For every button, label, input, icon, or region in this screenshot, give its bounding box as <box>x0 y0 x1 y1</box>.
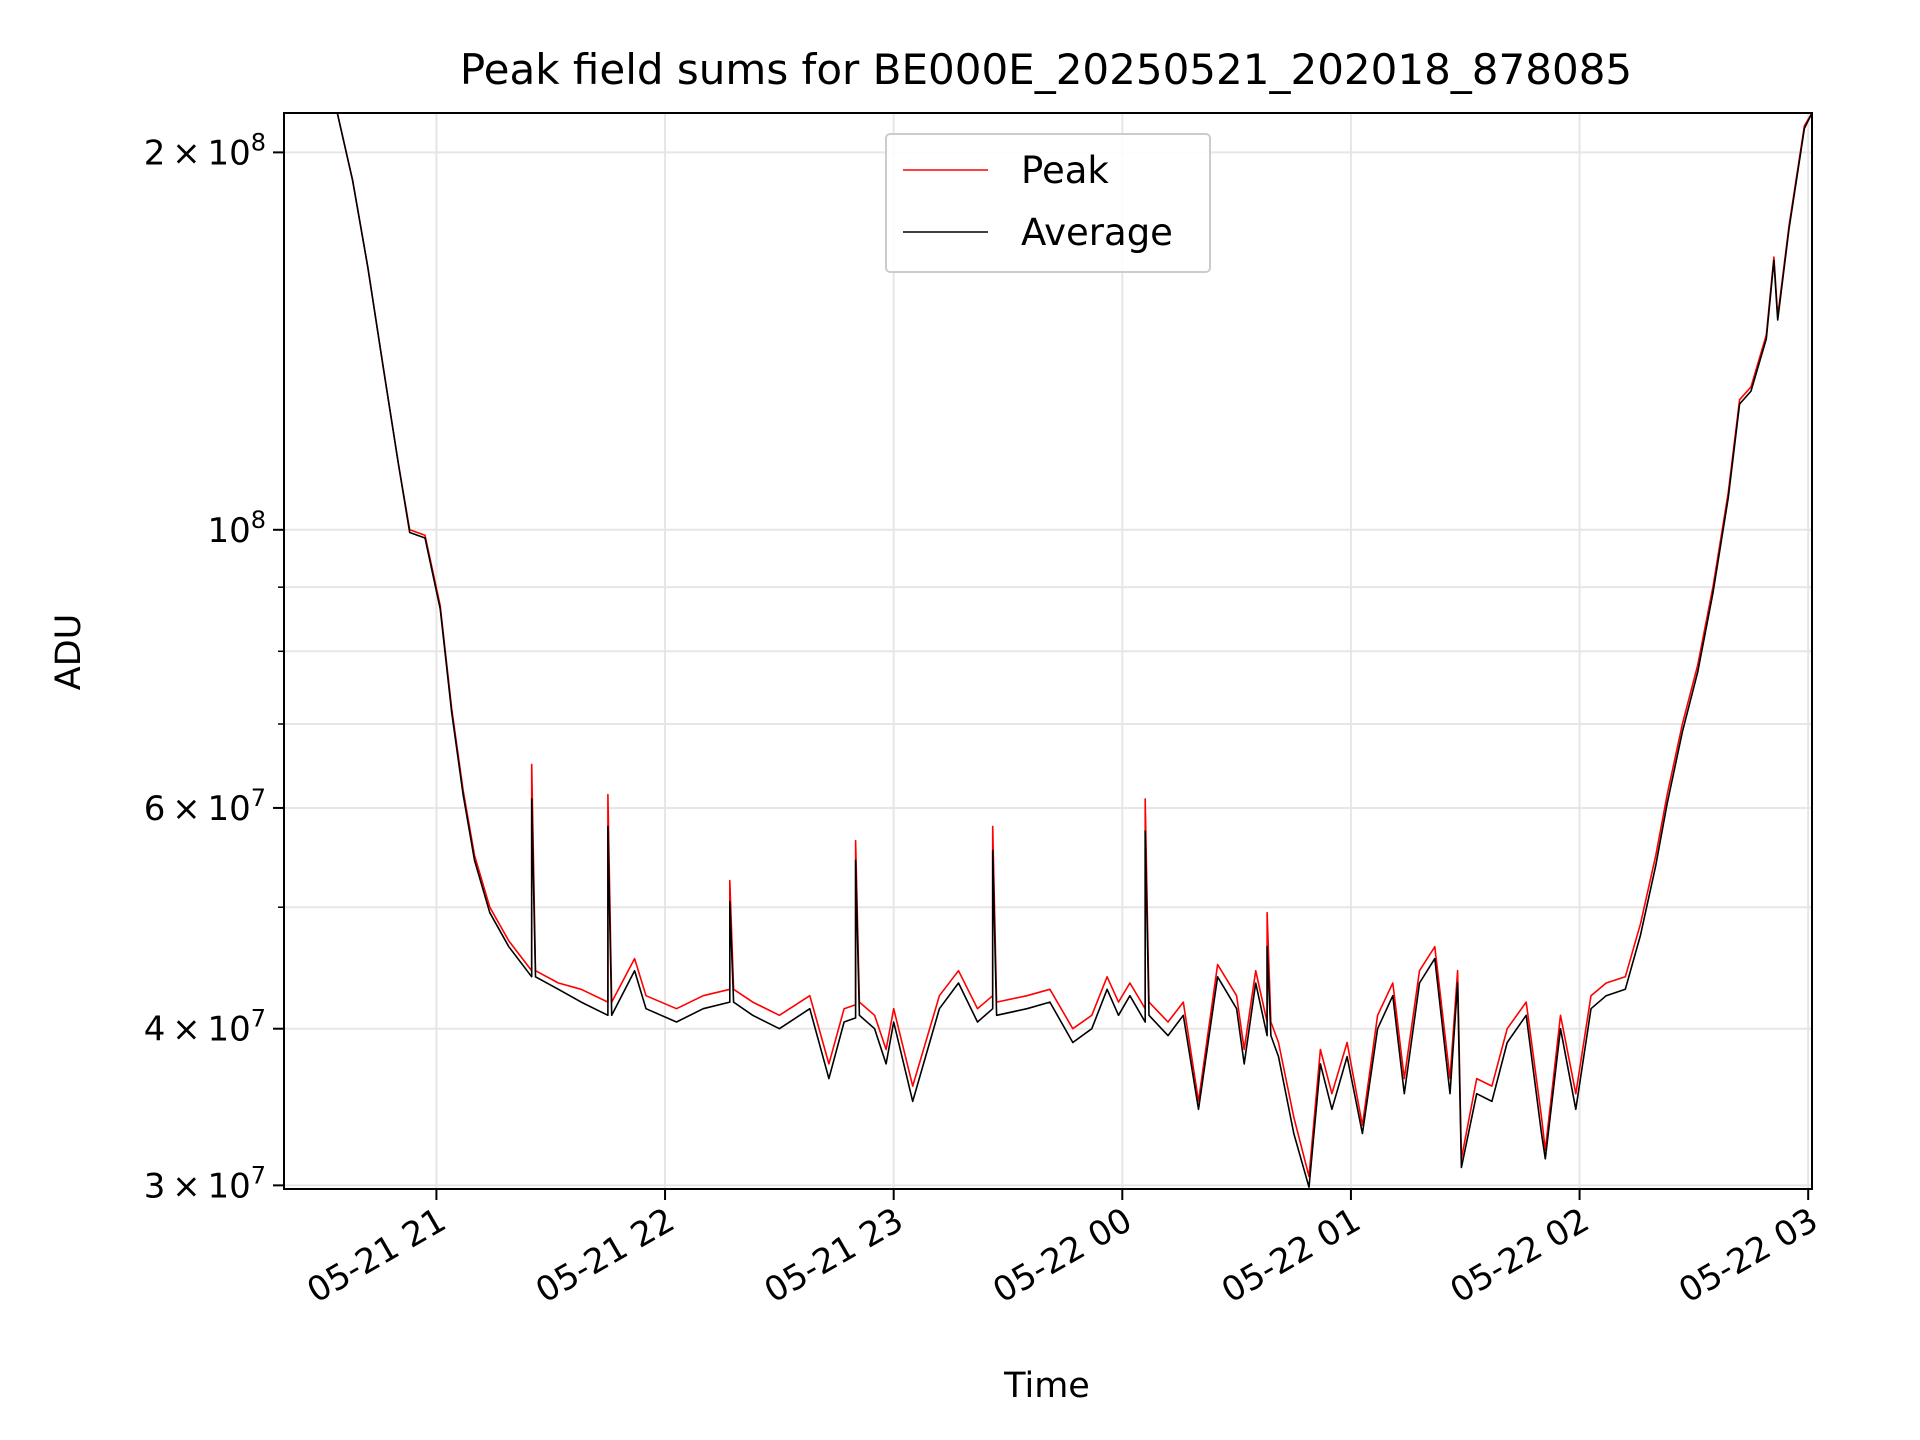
chart-title: Peak field sums for BE000E_20250521_2020… <box>460 45 1632 94</box>
legend: Peak Average <box>885 133 1211 273</box>
series-line-average <box>336 113 1812 1188</box>
y-tick-label: 4 × 107 <box>144 1005 266 1050</box>
legend-label-average: Average <box>1021 211 1173 254</box>
y-axis: 3 × 107 4 × 107 6 × 107 108 2 × 108 <box>144 128 284 1206</box>
series-layer <box>336 113 1812 1188</box>
y-tick-label: 108 <box>207 506 266 551</box>
y-tick-label: 6 × 107 <box>144 784 266 829</box>
y-tick-label: 2 × 108 <box>144 128 266 173</box>
x-axis-title: Time <box>1003 1366 1090 1406</box>
legend-box <box>885 133 1211 273</box>
legend-label-peak: Peak <box>1021 149 1109 192</box>
grid <box>284 113 1812 1189</box>
y-axis-title: ADU <box>49 614 89 691</box>
y-tick-label: 3 × 107 <box>144 1161 266 1206</box>
